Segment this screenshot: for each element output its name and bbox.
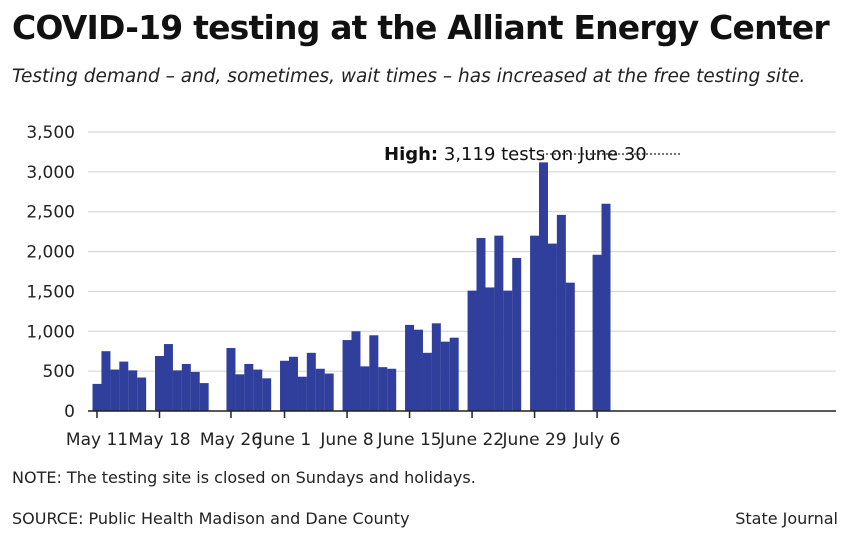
x-tick-label: May 26 (200, 430, 262, 450)
y-tick-label: 1,500 (26, 282, 75, 302)
bar (155, 356, 165, 411)
x-tick-label: June 15 (377, 430, 442, 450)
bar (351, 331, 361, 411)
credit-text: State Journal (735, 509, 838, 528)
high-annotation: High: 3,119 tests on June 30 (384, 144, 680, 165)
bar (235, 374, 245, 411)
bar (539, 162, 548, 411)
annotation-leader (542, 153, 680, 161)
bar (476, 238, 486, 411)
bar (592, 254, 602, 411)
bar (342, 340, 352, 411)
bar (199, 383, 209, 411)
gridlines (88, 131, 836, 372)
bar (128, 370, 138, 411)
bar (288, 356, 298, 411)
bar (244, 363, 254, 411)
bar (306, 352, 316, 411)
y-tick-label: 0 (64, 402, 75, 422)
x-tick-label: June 29 (502, 430, 567, 450)
bar (387, 368, 397, 411)
bar (226, 348, 236, 411)
y-tick-label: 500 (43, 362, 75, 382)
bar (449, 337, 459, 411)
bar (503, 290, 513, 411)
bar (512, 257, 522, 411)
bar (324, 373, 334, 411)
bar (369, 335, 379, 411)
x-tick-label: June 8 (319, 430, 373, 450)
y-tick-label: 2,000 (26, 243, 75, 263)
bar (315, 368, 325, 411)
bar (262, 378, 272, 411)
bar (110, 369, 120, 411)
y-axis-tick-labels: 0 500 1,000 1,500 2,000 2,500 3,000 3,500 (26, 123, 75, 422)
bar (440, 341, 450, 411)
bar (547, 243, 557, 411)
annotation-text: High: 3,119 tests on June 30 (384, 144, 647, 165)
bar (181, 363, 191, 411)
bar-chart: 0 500 1,000 1,500 2,000 2,500 3,000 3,500 May 1… (26, 123, 836, 450)
bar (253, 369, 263, 411)
y-tick-label: 3,000 (26, 163, 75, 183)
bars (92, 162, 611, 411)
bar (565, 282, 575, 411)
bar (556, 214, 566, 411)
chart-title: COVID-19 testing at the Alliant Energy C… (12, 8, 830, 47)
bar (101, 351, 111, 411)
bar (119, 361, 129, 411)
x-tick-label: May 11 (66, 430, 128, 450)
bar (297, 376, 307, 411)
chart-subtitle: Testing demand – and, sometimes, wait ti… (12, 66, 806, 87)
x-tick-label: June 1 (257, 430, 311, 450)
bar (485, 287, 495, 411)
bar (190, 371, 200, 411)
x-tick-label: July 6 (573, 430, 621, 450)
bar (494, 235, 504, 411)
bar (172, 370, 182, 411)
x-tick-label: May 18 (128, 430, 190, 450)
bar (92, 383, 102, 411)
bar (431, 323, 441, 411)
bar (467, 290, 477, 411)
bar (360, 366, 370, 411)
bar (413, 329, 423, 411)
bar (378, 367, 388, 411)
annotation-bold: High: (384, 144, 438, 165)
bar (530, 235, 540, 411)
y-tick-label: 1,000 (26, 322, 75, 342)
note-text: NOTE: The testing site is closed on Sund… (12, 468, 476, 487)
y-tick-label: 3,500 (26, 123, 75, 143)
x-tick-label: June 22 (439, 430, 504, 450)
bar (137, 377, 147, 411)
bar (163, 344, 173, 411)
bar (405, 324, 415, 411)
annotation-detail: 3,119 tests on June 30 (438, 144, 647, 165)
bar (601, 203, 611, 411)
y-tick-label: 2,500 (26, 203, 75, 223)
source-text: SOURCE: Public Health Madison and Dane C… (12, 509, 410, 528)
bar (280, 360, 290, 411)
bar (422, 352, 432, 411)
